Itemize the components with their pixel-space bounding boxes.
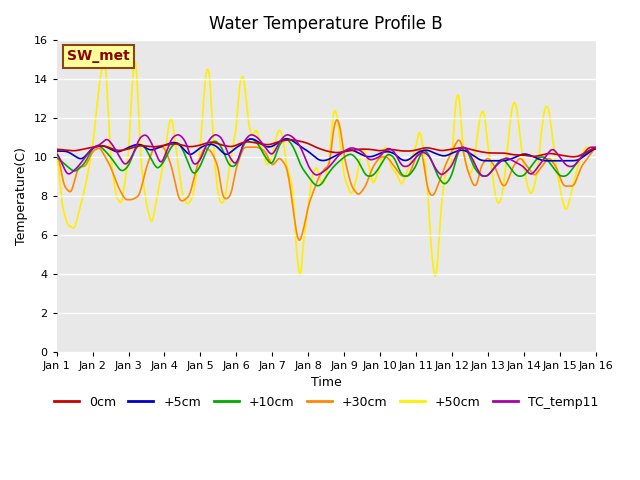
+10cm [63,163,70,168]
Line: +50cm: +50cm [57,61,596,276]
+10cm [592,145,600,151]
Title: Water Temperature Profile B: Water Temperature Profile B [209,15,443,33]
+5cm [118,148,125,154]
TC_temp11 [173,132,180,138]
Text: SW_met: SW_met [67,49,130,63]
+10cm [393,161,401,167]
TC_temp11 [592,144,600,150]
TC_temp11 [481,173,488,179]
+50cm [53,151,61,156]
+50cm [592,144,600,150]
TC_temp11 [408,159,416,165]
+50cm [119,193,127,199]
0cm [570,154,577,160]
+5cm [592,146,600,152]
+30cm [333,117,341,123]
TC_temp11 [63,169,70,175]
+30cm [173,186,180,192]
+10cm [53,156,61,161]
+50cm [431,274,439,279]
+50cm [63,218,70,224]
+50cm [408,155,416,161]
+10cm [173,140,180,146]
Line: TC_temp11: TC_temp11 [57,135,596,176]
TC_temp11 [118,158,125,164]
0cm [173,141,180,147]
+30cm [409,163,417,168]
+50cm [100,59,108,64]
+30cm [592,145,600,151]
0cm [63,147,70,153]
+10cm [314,183,321,189]
+30cm [53,149,61,155]
Line: +5cm: +5cm [57,139,596,161]
TC_temp11 [53,152,61,157]
+5cm [489,158,497,164]
+10cm [201,151,209,157]
+50cm [173,156,181,162]
+30cm [296,237,303,243]
0cm [118,147,125,153]
+5cm [63,149,70,155]
+30cm [118,191,125,197]
TC_temp11 [392,153,400,158]
+10cm [247,136,255,142]
+5cm [201,143,209,148]
+5cm [392,153,400,158]
+5cm [53,148,61,154]
+5cm [173,140,180,146]
+10cm [118,168,125,173]
X-axis label: Time: Time [311,376,342,389]
0cm [201,141,209,146]
+30cm [63,186,70,192]
0cm [287,137,294,143]
+30cm [393,167,401,173]
TC_temp11 [212,132,220,138]
+50cm [392,171,400,177]
0cm [392,147,400,153]
Legend: 0cm, +5cm, +10cm, +30cm, +50cm, TC_temp11: 0cm, +5cm, +10cm, +30cm, +50cm, TC_temp1… [49,391,604,414]
+30cm [201,145,209,151]
Line: +30cm: +30cm [57,120,596,240]
+50cm [202,72,210,78]
TC_temp11 [201,145,209,151]
0cm [592,145,600,151]
Line: 0cm: 0cm [57,140,596,157]
Line: +10cm: +10cm [57,139,596,186]
0cm [53,146,61,152]
+5cm [283,136,291,142]
Y-axis label: Temperature(C): Temperature(C) [15,147,28,245]
+5cm [408,154,416,160]
0cm [408,148,416,154]
+10cm [409,168,417,174]
